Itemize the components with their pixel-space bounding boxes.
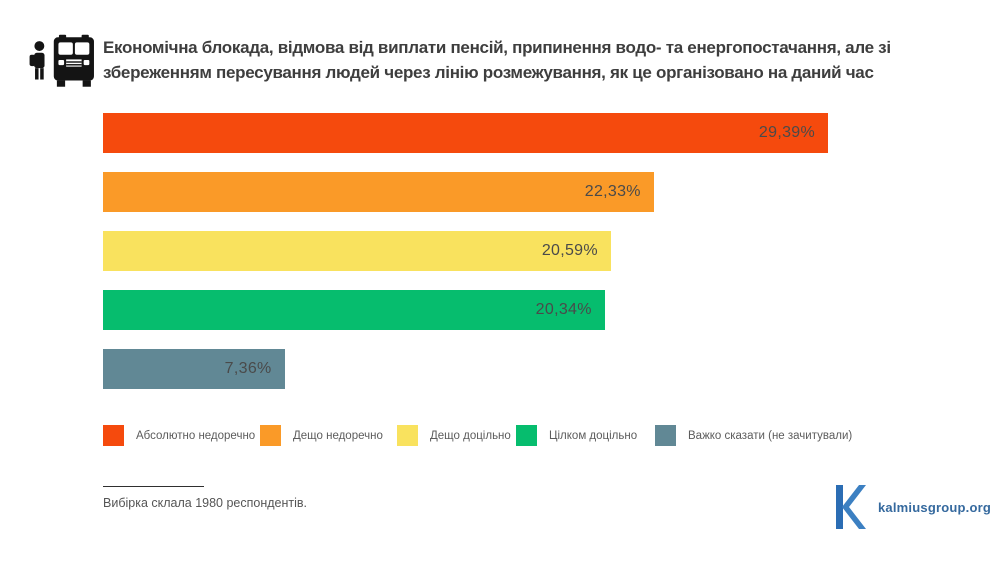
footnote: Вибірка склала 1980 респондентів. — [103, 496, 308, 510]
bar-chart: 29,39% 22,33% 20,59% 20,34% 7,36% — [103, 113, 828, 408]
chart-legend: Абсолютно недоречно Дещо недоречно Дещо до… — [103, 425, 933, 447]
legend-item: Дещо доцільно — [397, 425, 511, 446]
bus-passenger-icon — [29, 34, 94, 87]
bar-value-label: 20,59% — [541, 242, 598, 259]
logo: kalmiusgroup.org — [835, 484, 991, 530]
footnote-divider — [103, 486, 204, 487]
bar-row: 20,59% — [103, 231, 828, 271]
legend-swatch — [516, 425, 537, 446]
bar-4: 20,34% — [103, 290, 605, 330]
bar-3: 20,59% — [103, 231, 611, 271]
bar-1: 29,39% — [103, 113, 828, 153]
legend-item: Цілком доцільно — [516, 425, 637, 446]
chart-title: Економічна блокада, відмова від виплати … — [103, 38, 891, 82]
bar-5: 7,36% — [103, 349, 285, 389]
legend-swatch — [397, 425, 418, 446]
legend-label: Абсолютно недоречно — [136, 429, 256, 442]
legend-label: Важко сказати (не зачитували) — [688, 429, 853, 442]
logo-site-link[interactable]: kalmiusgroup.org — [878, 499, 991, 515]
bar-2: 22,33% — [103, 172, 654, 212]
bar-row: 29,39% — [103, 113, 828, 153]
legend-label: Дещо доцільно — [430, 429, 511, 442]
bar-row: 7,36% — [103, 349, 828, 389]
legend-swatch — [260, 425, 281, 446]
kalmius-k-icon — [836, 485, 866, 529]
bar-value-label: 29,39% — [758, 124, 815, 141]
legend-item: Важко сказати (не зачитували) — [655, 425, 852, 446]
legend-item: Дещо недоречно — [260, 425, 383, 446]
legend-swatch — [103, 425, 124, 446]
bar-value-label: 7,36% — [224, 360, 272, 377]
legend-swatch — [655, 425, 676, 446]
bar-row: 20,34% — [103, 290, 828, 330]
bar-value-label: 20,34% — [535, 301, 592, 318]
legend-item: Абсолютно недоречно — [103, 425, 255, 446]
legend-label: Цілком доцільно — [549, 429, 638, 442]
legend-label: Дещо недоречно — [293, 429, 383, 442]
bar-row: 22,33% — [103, 172, 828, 212]
bar-value-label: 22,33% — [584, 183, 641, 200]
